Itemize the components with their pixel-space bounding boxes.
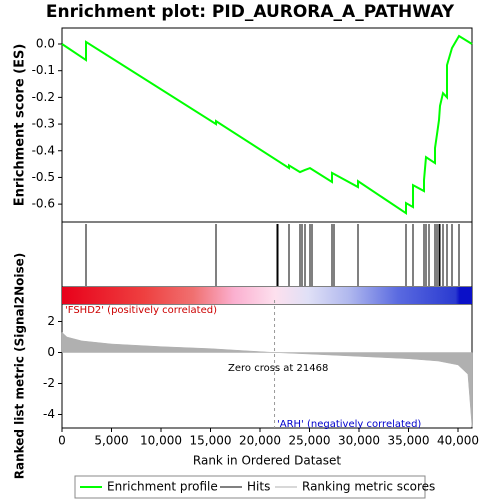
x-tick-label: 25,000 [289,434,331,448]
x-tick-label: 40,000 [437,434,479,448]
y-tick-label: -4 [43,407,55,421]
y-axis-label: Ranked list metric (Signal2Noise) [13,253,27,480]
x-tick-label: 0 [58,434,66,448]
y-axis-label: Enrichment score (ES) [13,44,28,207]
plot-frame [61,27,473,429]
legend-label: Ranking metric scores [302,480,435,494]
y-tick-label: 0 [47,345,55,359]
y-tick-label: 0.0 [36,37,55,51]
metric-area [61,331,473,427]
y-tick-label: -2 [43,376,55,390]
x-tick-label: 5,000 [94,434,128,448]
x-tick-label: 15,000 [190,434,232,448]
y-tick-label: -0.5 [32,170,55,184]
x-tick-label: 30,000 [338,434,380,448]
y-tick-label: 2 [47,314,55,328]
annotation: Zero cross at 21468 [228,363,328,374]
y-tick-label: -0.4 [32,143,55,157]
legend-label: Hits [247,480,270,494]
y-tick-label: -0.3 [32,117,55,131]
y-tick-label: -0.6 [32,197,55,211]
y-tick-label: -0.2 [32,90,55,104]
rank-color-bar [62,287,472,304]
annotation: 'FSHD2' (positively correlated) [65,305,217,316]
y-tick-label: -0.1 [32,63,55,77]
x-tick-label: 20,000 [239,434,281,448]
es-line [61,34,473,216]
x-tick-label: 10,000 [140,434,182,448]
annotation: 'ARH' (negatively correlated) [277,419,421,430]
chart-title: Enrichment plot: PID_AURORA_A_PATHWAY [46,2,455,22]
legend-label: Enrichment profile [107,480,218,494]
x-axis-label: Rank in Ordered Dataset [193,454,341,468]
x-tick-label: 35,000 [388,434,430,448]
legend [74,475,426,499]
